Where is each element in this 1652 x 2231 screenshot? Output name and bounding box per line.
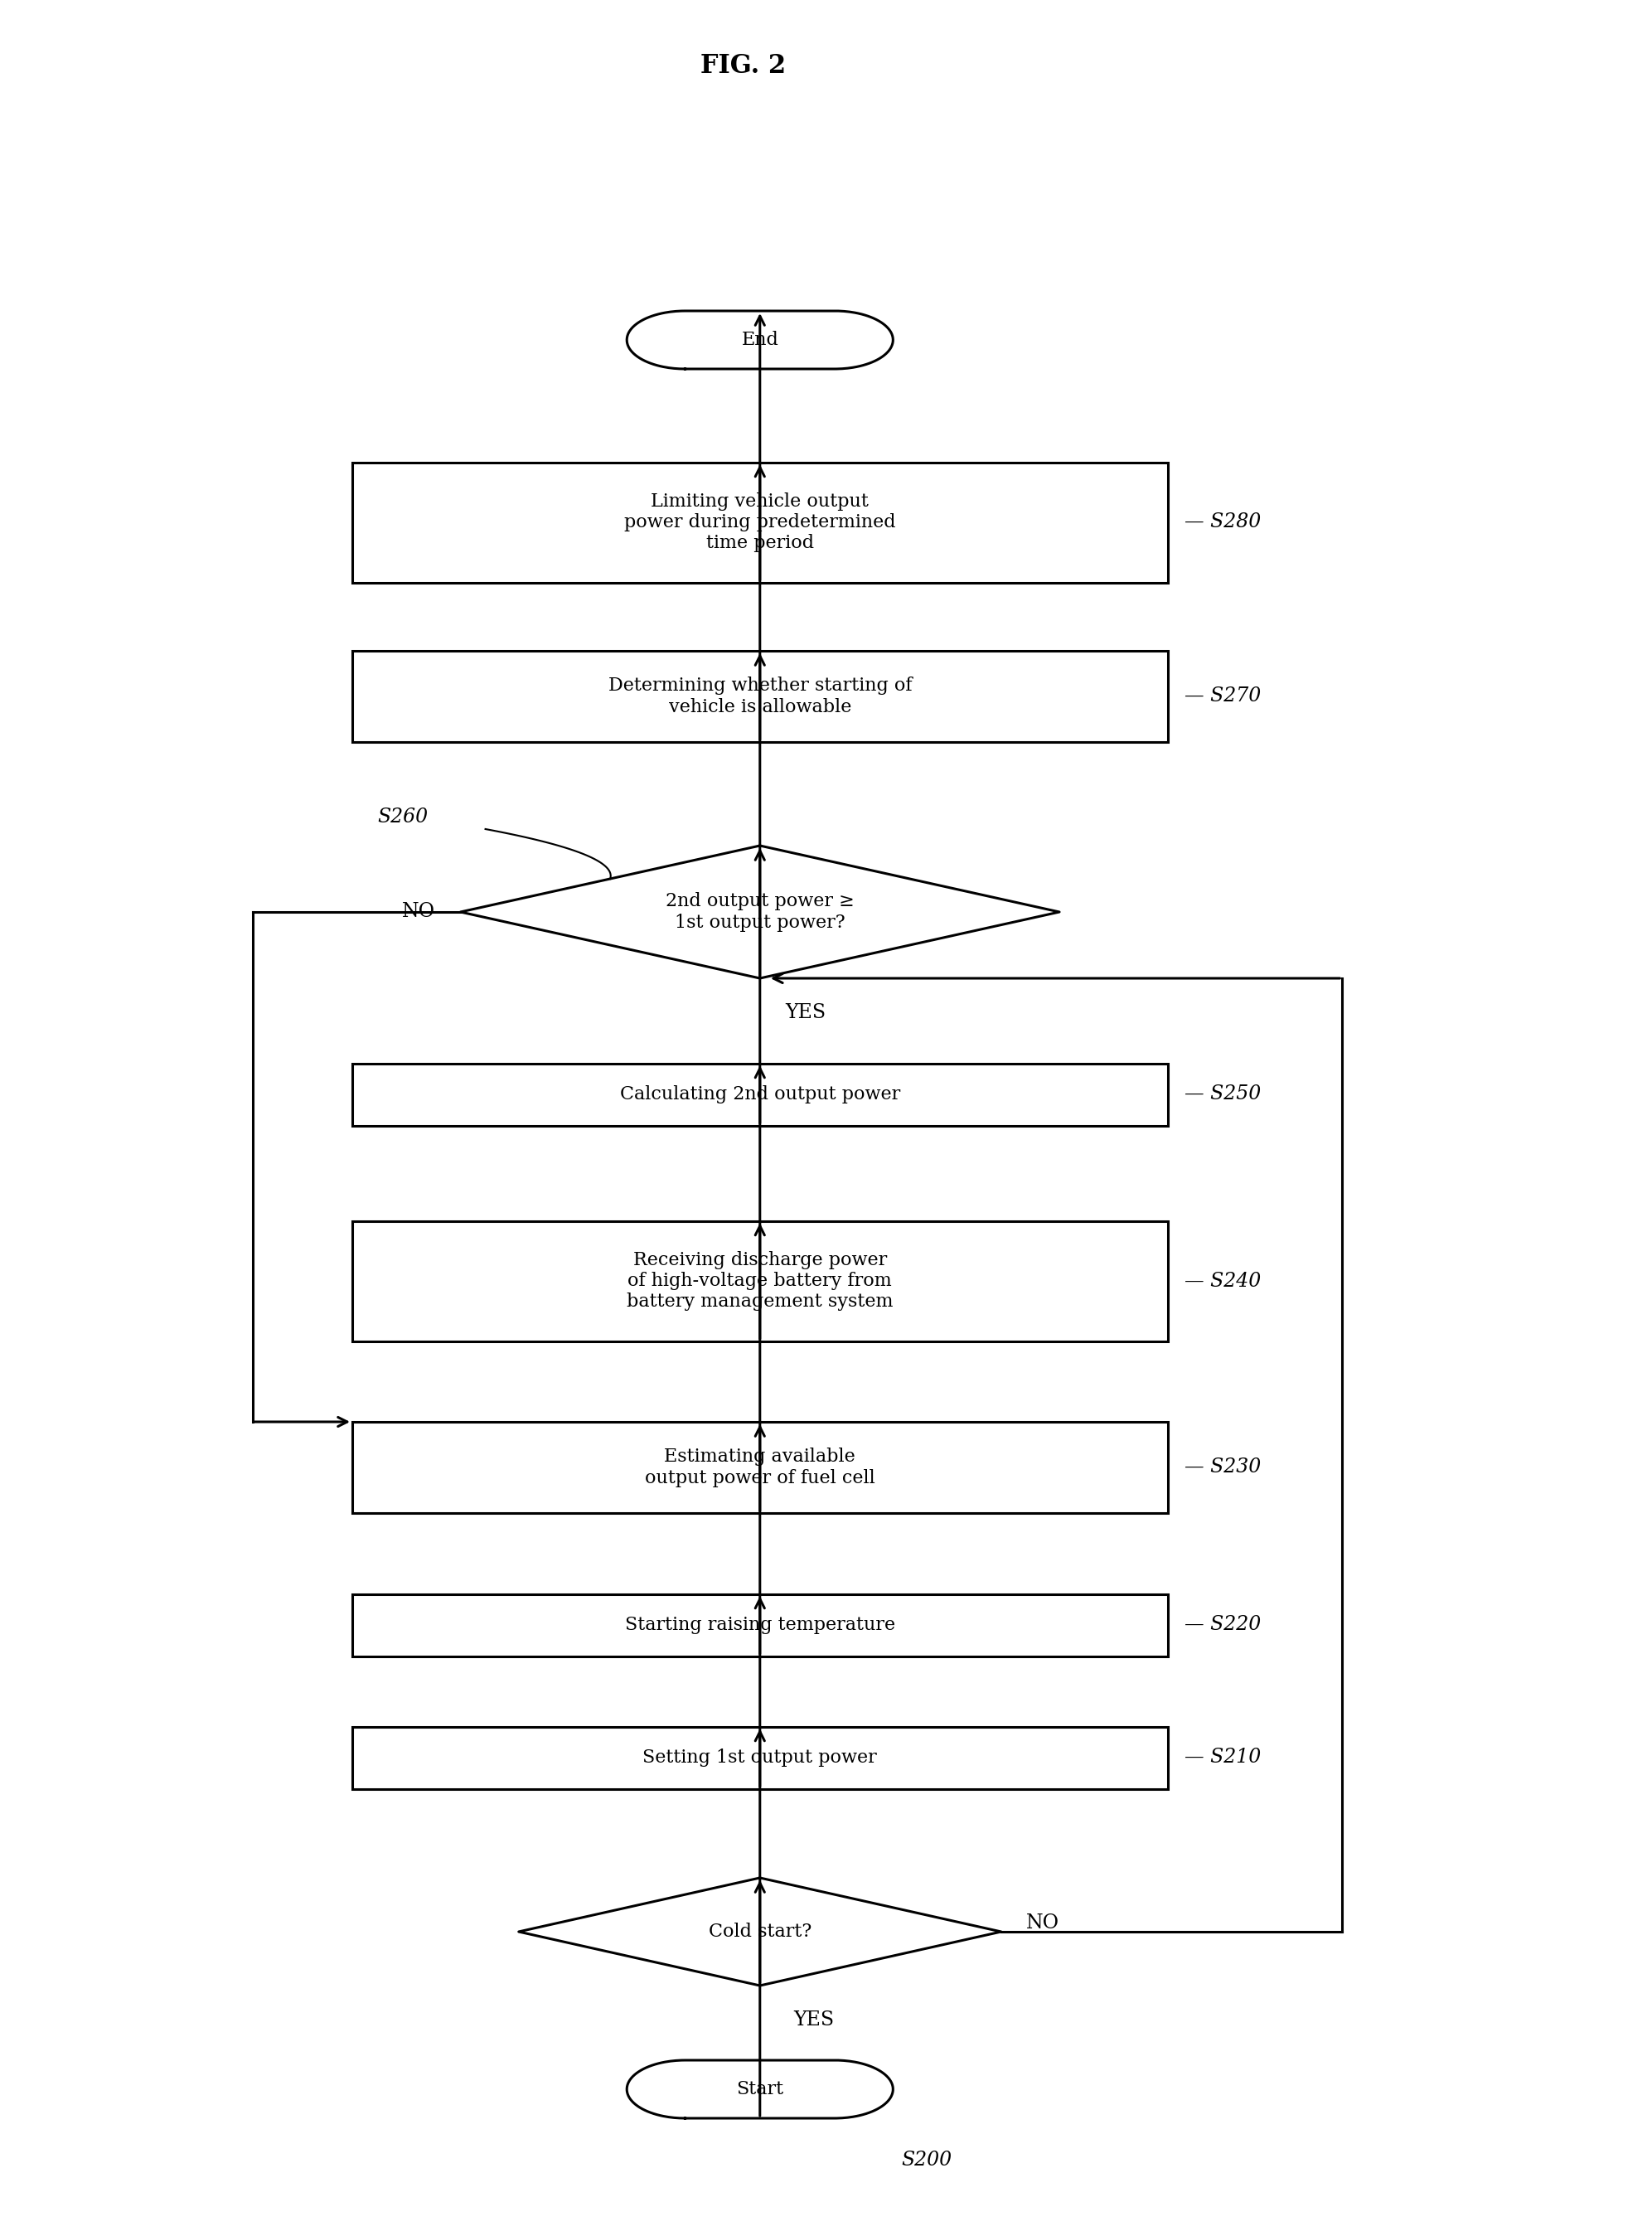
Bar	[352, 1064, 1168, 1124]
Text: YES: YES	[793, 2010, 834, 2030]
Text: Receiving discharge power
of high-voltage battery from
battery management system: Receiving discharge power of high-voltag…	[626, 1252, 894, 1312]
Text: S200: S200	[902, 2151, 952, 2169]
Text: Cold start?: Cold start?	[709, 1923, 811, 1941]
Text: — S280: — S280	[1184, 513, 1260, 531]
Text: YES: YES	[785, 1004, 826, 1022]
Text: 2nd output power ≥
1st output power?: 2nd output power ≥ 1st output power?	[666, 892, 854, 933]
Text: — S270: — S270	[1184, 687, 1260, 705]
Text: — S230: — S230	[1184, 1457, 1260, 1477]
Text: NO: NO	[401, 901, 436, 921]
Text: Setting 1st output power: Setting 1st output power	[643, 1749, 877, 1767]
Text: Limiting vehicle output
power during predetermined
time period: Limiting vehicle output power during pre…	[624, 493, 895, 553]
Bar	[352, 1727, 1168, 1789]
Bar	[352, 1220, 1168, 1341]
Bar	[352, 651, 1168, 743]
Text: End: End	[742, 330, 778, 348]
Bar	[352, 1421, 1168, 1513]
Polygon shape	[626, 310, 894, 368]
Bar	[352, 1593, 1168, 1655]
Text: Determining whether starting of
vehicle is allowable: Determining whether starting of vehicle …	[608, 676, 912, 716]
Text: NO: NO	[1026, 1914, 1059, 1932]
Text: Start: Start	[737, 2079, 783, 2099]
Text: — S240: — S240	[1184, 1272, 1260, 1290]
Text: — S220: — S220	[1184, 1615, 1260, 1635]
Text: — S250: — S250	[1184, 1084, 1260, 1104]
Polygon shape	[519, 1879, 1001, 1986]
Text: Estimating available
output power of fuel cell: Estimating available output power of fue…	[644, 1448, 876, 1488]
Text: S260: S260	[377, 808, 428, 825]
Text: Starting raising temperature: Starting raising temperature	[624, 1615, 895, 1633]
Polygon shape	[461, 846, 1059, 977]
Bar	[352, 462, 1168, 582]
Polygon shape	[626, 2059, 894, 2117]
Text: — S210: — S210	[1184, 1749, 1260, 1767]
Text: Calculating 2nd output power: Calculating 2nd output power	[620, 1084, 900, 1104]
Text: FIG. 2: FIG. 2	[700, 54, 786, 78]
